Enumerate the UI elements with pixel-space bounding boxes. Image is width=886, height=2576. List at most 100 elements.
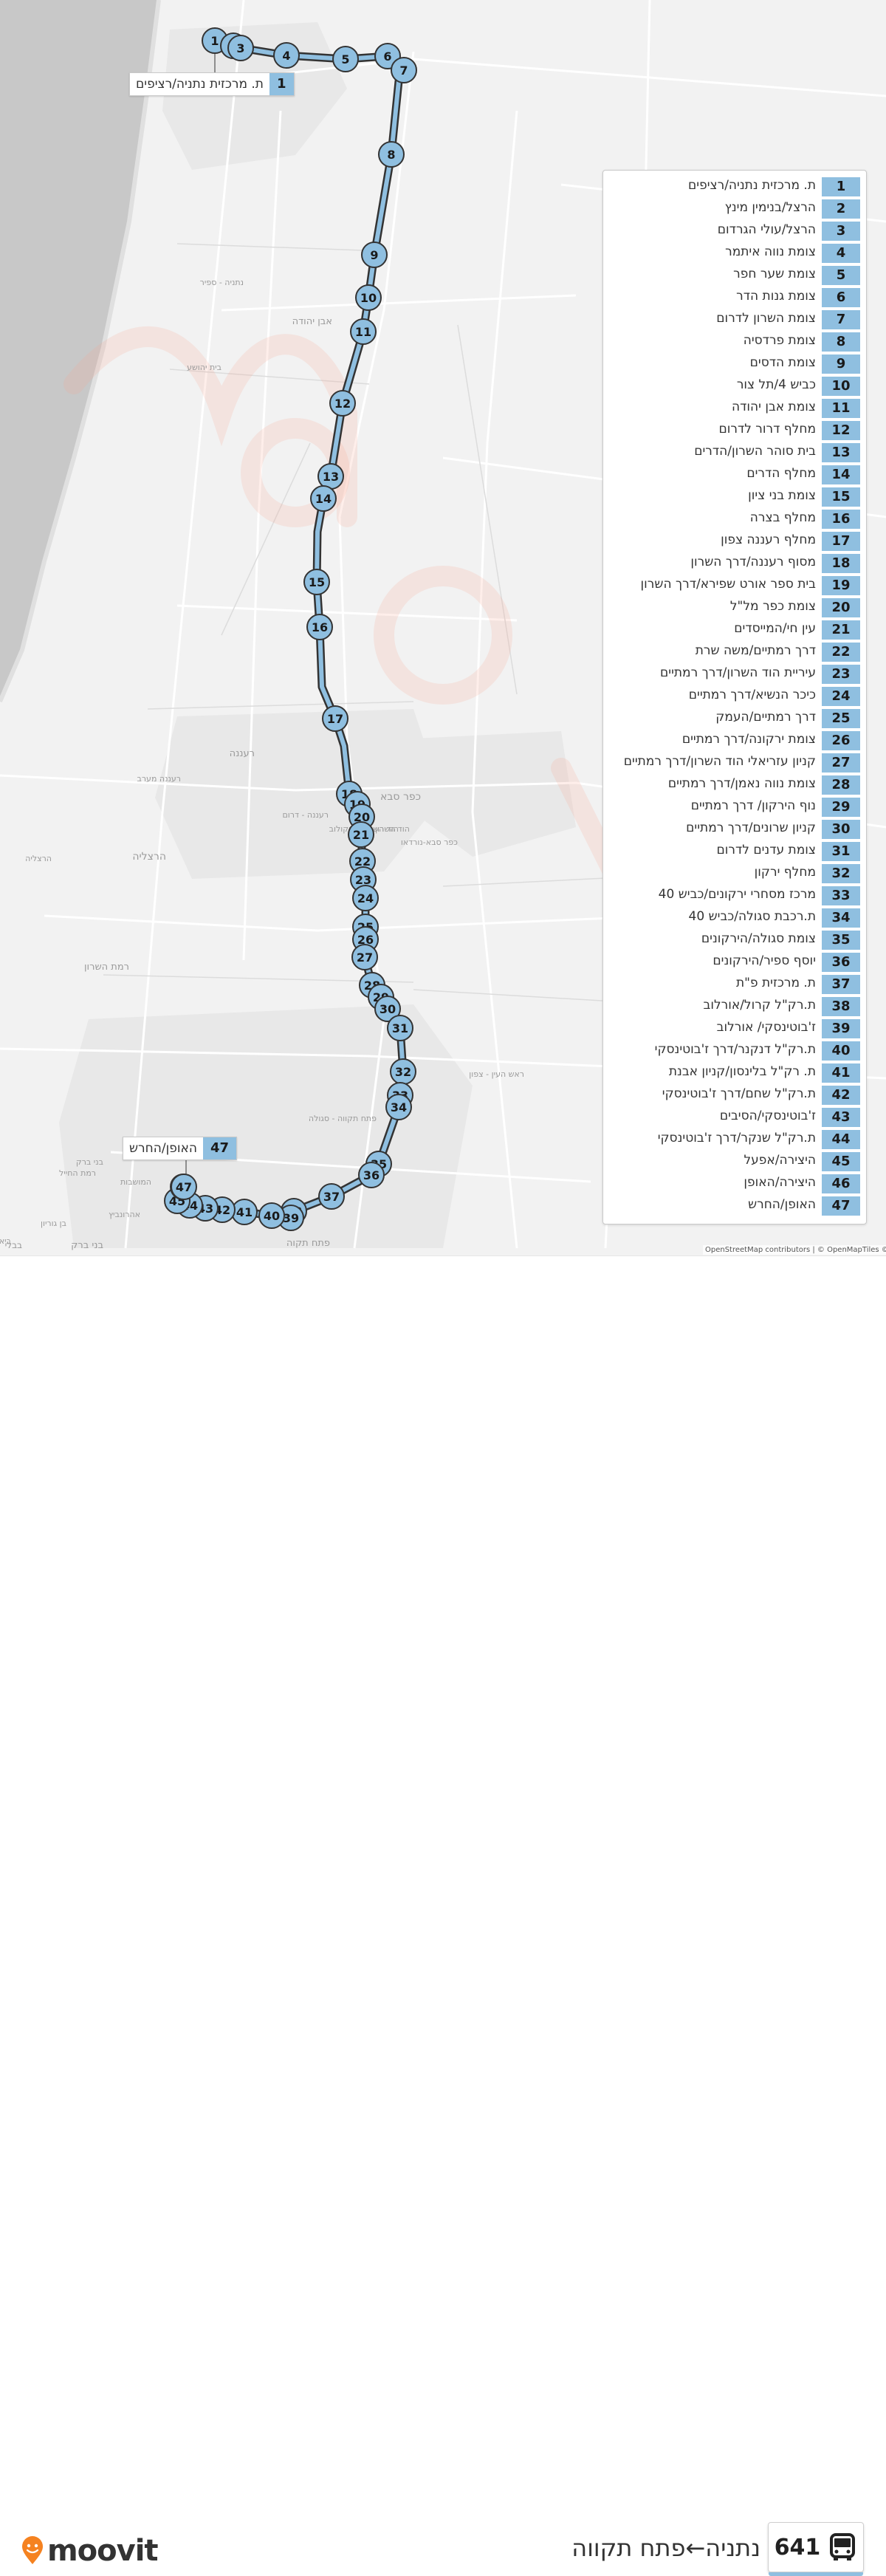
legend-row-stop-17[interactable]: מחלף רעננה צפון 17 [603,531,866,553]
legend-row-stop-10[interactable]: כביש 4/תל צור 10 [603,376,866,398]
stops-legend-panel[interactable]: ת. מרכזית נתניה/רציפים 1 הרצל/בנימין מינץ 2… [602,170,867,1224]
legend-row-stop-37[interactable]: ת. מרכזית פ"ת 37 [603,974,866,996]
legend-row-stop-38[interactable]: ת.רק"ל קרול/אורלוב 38 [603,996,866,1018]
legend-row-stop-24[interactable]: כיכר הנשיא/דרך רמתיים 24 [603,686,866,708]
legend-row-stop-45[interactable]: היצירה/אפעל 45 [603,1151,866,1174]
legend-row-stop-30[interactable]: קניון שרונים/דרך רמתיים 30 [603,819,866,841]
stop-marker-32[interactable]: 32 [390,1058,416,1085]
legend-row-stop-1[interactable]: ת. מרכזית נתניה/רציפים 1 [603,177,866,199]
stop-marker-36[interactable]: 36 [358,1162,385,1188]
legend-stop-number: 29 [822,798,860,817]
legend-row-stop-15[interactable]: צומת בני ציון 15 [603,487,866,509]
stop-marker-40[interactable]: 40 [258,1202,285,1229]
legend-row-stop-46[interactable]: היצירה/האופן 46 [603,1174,866,1196]
legend-stop-name: מרכז מסחרי ירקונים/כביש 40 [658,887,816,902]
legend-row-stop-4[interactable]: צומת נווה איתמר 4 [603,243,866,265]
legend-row-stop-43[interactable]: ז'בוטינסקי/הסיבים 43 [603,1107,866,1129]
legend-row-stop-8[interactable]: צומת פרדסיה 8 [603,332,866,354]
legend-row-stop-27[interactable]: קניון עזריאלי הוד השרון/דרך רמתיים 27 [603,753,866,775]
legend-row-stop-16[interactable]: מחלף בצרה 16 [603,509,866,531]
stop-marker-22[interactable]: 22 [349,848,376,874]
stop-marker-label: 26 [357,933,374,947]
legend-row-stop-12[interactable]: מחלף דרור לדרום 12 [603,420,866,442]
stop-marker-9[interactable]: 9 [361,242,388,268]
legend-row-stop-26[interactable]: צומת ירקונה/דרך רמתיים 26 [603,730,866,753]
stop-marker-8[interactable]: 8 [378,141,405,168]
legend-row-stop-13[interactable]: בית סוהר השרון/הדרים 13 [603,442,866,465]
stop-marker-label: 17 [327,712,343,726]
legend-row-stop-20[interactable]: צומת כפר מל"ל 20 [603,597,866,620]
legend-row-stop-5[interactable]: צומת שער חפר 5 [603,265,866,287]
route-map[interactable]: נתניה - ספיר אבן יהודה בית יהושע רעננה רעננה… [0,0,886,1256]
legend-row-stop-7[interactable]: צומת השרון לדרום 7 [603,309,866,332]
legend-row-stop-35[interactable]: צומת סגולה/הירקונים 35 [603,930,866,952]
legend-row-stop-25[interactable]: דרך רמתיים/העמק 25 [603,708,866,730]
legend-row-stop-44[interactable]: ת.רק"ל שנקר/דרך ז'בוטינסקי 44 [603,1129,866,1151]
legend-row-stop-31[interactable]: צומת עדנים לדרום 31 [603,841,866,863]
legend-row-stop-21[interactable]: עין חי/המייסדים 21 [603,620,866,642]
stop-marker-3[interactable]: 3 [227,35,254,61]
stop-marker-14[interactable]: 14 [310,485,337,512]
start-stop-callout[interactable]: ת. מרכזית נתניה/רציפים 1 [129,72,295,96]
stop-marker-21[interactable]: 21 [348,821,374,848]
legend-row-stop-3[interactable]: הרצל/עולי הגרדום 3 [603,221,866,243]
legend-row-stop-36[interactable]: יוסף ספיר/הירקונים 36 [603,952,866,974]
stop-marker-label: 21 [353,828,369,842]
legend-row-stop-47[interactable]: האופן/החרש 47 [603,1196,866,1218]
legend-row-stop-19[interactable]: בית ספר אורט שפירא/דרך השרון 19 [603,575,866,597]
legend-row-stop-40[interactable]: ת.רק"ל דנקנר/דרך ז'בוטינסקי 40 [603,1041,866,1063]
legend-stop-number: 14 [822,465,860,484]
moovit-logo[interactable]: moovit [21,2532,159,2569]
legend-row-stop-28[interactable]: צומת נווה נאמן/דרך רמתיים 28 [603,775,866,797]
legend-stop-number: 44 [822,1130,860,1149]
stop-marker-47[interactable]: 47 [171,1174,197,1200]
stop-circle [318,1183,345,1210]
stop-marker-12[interactable]: 12 [329,390,356,417]
map-place-label: בני ברק [71,1240,103,1251]
legend-row-stop-39[interactable]: ז'בוטינסקי/ אורלוב 39 [603,1018,866,1041]
legend-row-stop-23[interactable]: עיריית הוד השרון/דרך רמתיים 23 [603,664,866,686]
legend-stop-name: היצירה/האופן [744,1175,816,1190]
stop-marker-27[interactable]: 27 [351,944,378,970]
stop-marker-37[interactable]: 37 [318,1183,345,1210]
stop-marker-39[interactable]: 39 [278,1205,304,1231]
legend-stop-number: 21 [822,620,860,640]
legend-row-stop-18[interactable]: מסוף רעננה/דרך השרון 18 [603,553,866,575]
stop-marker-17[interactable]: 17 [322,705,348,732]
legend-row-stop-34[interactable]: ת.רכבת סגולה/כביש 40 34 [603,908,866,930]
stop-marker-30[interactable]: 30 [374,996,401,1022]
legend-row-stop-11[interactable]: צומת אבן יהודה 11 [603,398,866,420]
legend-row-stop-29[interactable]: נוף הירקון/ דרך רמתיים 29 [603,797,866,819]
legend-row-stop-6[interactable]: צומת גנות הדר 6 [603,287,866,309]
legend-row-stop-2[interactable]: הרצל/בנימין מינץ 2 [603,199,866,221]
stop-marker-24[interactable]: 24 [352,885,379,911]
route-badge[interactable]: 641 [768,2522,864,2576]
stop-marker-5[interactable]: 5 [332,46,359,72]
stop-marker-label: 10 [360,291,377,305]
legend-row-stop-9[interactable]: צומת הדסים 9 [603,354,866,376]
stop-marker-4[interactable]: 4 [273,42,300,69]
stop-marker-15[interactable]: 15 [303,569,330,595]
stop-marker-41[interactable]: 41 [231,1199,258,1225]
stop-circle [350,318,377,345]
stop-marker-7[interactable]: 7 [391,57,417,83]
legend-row-stop-41[interactable]: ת. רק"ל בלינסון/קניון אבנת 41 [603,1063,866,1085]
legend-row-stop-22[interactable]: דרך רמתיים/משה שרת 22 [603,642,866,664]
stop-marker-31[interactable]: 31 [387,1015,413,1041]
stop-marker-10[interactable]: 10 [355,284,382,311]
map-attribution[interactable]: OpenStreetMap contributors | © OpenMapTi… [703,1245,886,1255]
legend-stop-name: ת.רק"ל שנקר/דרך ז'בוטינסקי [657,1131,816,1145]
end-stop-callout[interactable]: האופן/החרש 47 [123,1137,237,1160]
stop-marker-13[interactable]: 13 [317,463,344,490]
legend-stop-name: יוסף ספיר/הירקונים [712,953,816,968]
legend-row-stop-42[interactable]: ת.רק"ל שחם/דרך ז'בוטינסקי 42 [603,1085,866,1107]
legend-row-stop-32[interactable]: מחלף ירקון 32 [603,863,866,886]
stop-marker-16[interactable]: 16 [306,614,333,640]
legend-row-stop-14[interactable]: מחלף הדרים 14 [603,465,866,487]
stop-circle [273,42,300,69]
legend-row-stop-33[interactable]: מרכז מסחרי ירקונים/כביש 40 33 [603,886,866,908]
stop-marker-label: 27 [357,950,373,965]
stop-marker-34[interactable]: 34 [385,1094,412,1120]
stop-marker-11[interactable]: 11 [350,318,377,345]
legend-stop-name: עין חי/המייסדים [734,621,816,636]
